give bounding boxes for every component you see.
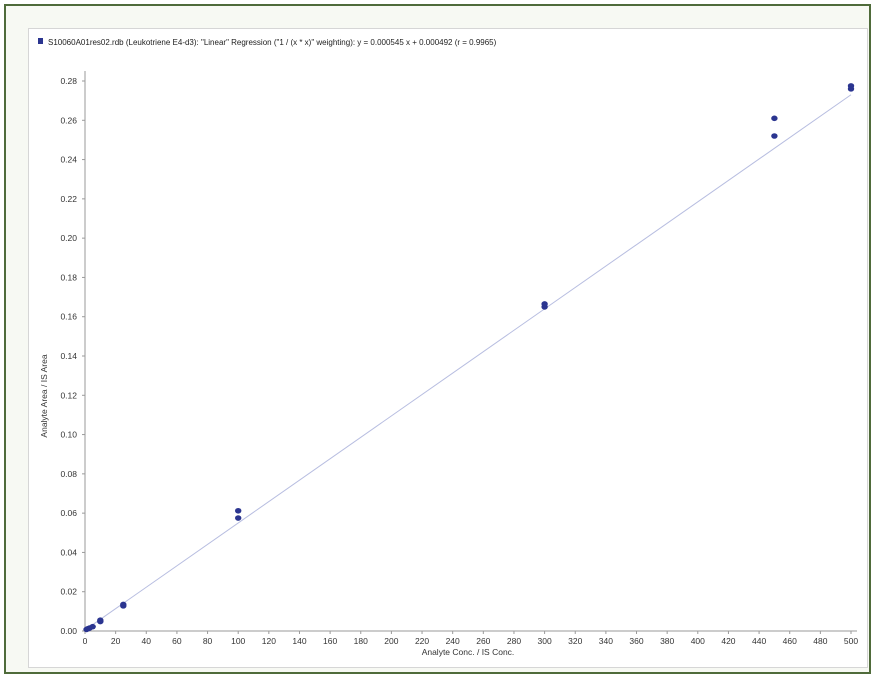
y-tick-label: 0.14 [60,351,77,361]
x-tick-label: 80 [203,636,213,646]
data-point [89,623,96,630]
x-tick-label: 440 [752,636,766,646]
x-tick-label: 340 [599,636,613,646]
legend-marker [38,38,43,44]
data-point [771,115,778,122]
x-tick-label: 20 [111,636,121,646]
x-tick-label: 420 [721,636,735,646]
x-tick-label: 60 [172,636,182,646]
y-tick-label: 0.22 [60,194,77,204]
x-tick-label: 400 [691,636,705,646]
y-tick-label: 0.02 [60,587,77,597]
calibration-chart: S10060A01res02.rdb (Leukotriene E4-d3): … [38,38,858,657]
x-tick-label: 100 [231,636,245,646]
x-tick-label: 240 [446,636,460,646]
y-tick-label: 0.16 [60,312,77,322]
x-tick-label: 220 [415,636,429,646]
data-point [235,515,242,521]
y-tick-label: 0.10 [60,430,77,440]
y-tick-label: 0.24 [60,155,77,165]
y-tick-label: 0.26 [60,115,77,125]
y-axis-label: Analyte Area / IS Area [39,354,49,437]
y-tick-label: 0.04 [60,547,77,557]
x-tick-label: 300 [538,636,552,646]
y-tick-label: 0.18 [60,272,77,282]
regression-line [84,94,852,631]
x-tick-label: 500 [844,636,858,646]
x-tick-label: 380 [660,636,674,646]
x-tick-label: 280 [507,636,521,646]
y-tick-label: 0.12 [60,390,77,400]
data-point [235,507,242,514]
x-tick-label: 200 [384,636,398,646]
data-point [541,301,548,307]
data-point [847,83,855,89]
data-point [120,601,127,608]
legend-label: S10060A01res02.rdb (Leukotriene E4-d3): … [48,38,497,47]
x-tick-label: 40 [142,636,152,646]
x-tick-label: 120 [262,636,276,646]
x-tick-label: 160 [323,636,337,646]
x-tick-label: 360 [629,636,643,646]
x-tick-label: 460 [783,636,797,646]
chart-panel: S10060A01res02.rdb (Leukotriene E4-d3): … [28,28,868,668]
x-axis-label: Analyte Conc. / IS Conc. [422,647,515,657]
x-tick-label: 180 [354,636,368,646]
data-point [771,133,778,139]
y-tick-label: 0.06 [60,508,77,518]
y-tick-label: 0.28 [60,76,77,86]
x-tick-label: 0 [83,636,88,646]
x-tick-label: 260 [476,636,490,646]
figure-frame: S10060A01res02.rdb (Leukotriene E4-d3): … [4,4,871,674]
x-tick-label: 480 [813,636,827,646]
x-tick-label: 140 [292,636,306,646]
y-tick-label: 0.08 [60,469,77,479]
y-tick-label: 0.20 [60,233,77,243]
y-tick-label: 0.00 [60,626,77,636]
x-tick-label: 320 [568,636,582,646]
data-point [97,617,104,623]
